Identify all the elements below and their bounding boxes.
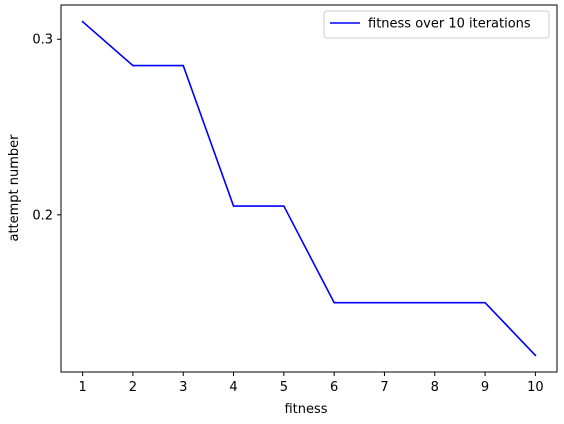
x-tick-label: 8 <box>431 380 439 395</box>
data-point <box>433 301 436 304</box>
data-point <box>232 205 235 207</box>
x-tick-label: 10 <box>527 380 544 395</box>
legend-label: fitness over 10 iterations <box>368 17 531 32</box>
x-axis-ticks: 1 2 3 4 5 6 7 8 9 10 <box>78 372 544 395</box>
data-point <box>383 301 386 304</box>
plot-frame <box>60 4 558 373</box>
data-point <box>81 20 84 23</box>
legend-box <box>323 10 550 39</box>
series-line <box>81 20 537 357</box>
x-tick-label: 7 <box>380 380 388 395</box>
y-tick-label: 0.2 <box>32 208 53 223</box>
x-axis-label: fitness <box>284 402 327 417</box>
x-tick-label: 4 <box>229 380 237 395</box>
data-point <box>484 301 486 304</box>
y-tick-label: 0.3 <box>32 33 53 48</box>
y-axis-label: attempt number <box>7 134 22 242</box>
data-point <box>333 301 335 304</box>
data-point <box>132 64 134 67</box>
x-tick-label: 3 <box>179 380 187 395</box>
y-axis-ticks: 0.2 0.3 <box>32 33 61 223</box>
chart-marks <box>81 20 537 357</box>
x-tick-label: 2 <box>129 380 137 395</box>
data-point <box>182 64 185 67</box>
data-point <box>283 205 285 207</box>
x-tick-label: 9 <box>481 380 489 395</box>
x-tick-label: 6 <box>330 380 338 395</box>
x-tick-label: 5 <box>280 380 288 395</box>
plot-background <box>61 5 557 372</box>
legend: fitness over 10 iterations <box>323 10 550 39</box>
x-tick-label: 1 <box>78 380 86 395</box>
data-point <box>534 354 537 357</box>
